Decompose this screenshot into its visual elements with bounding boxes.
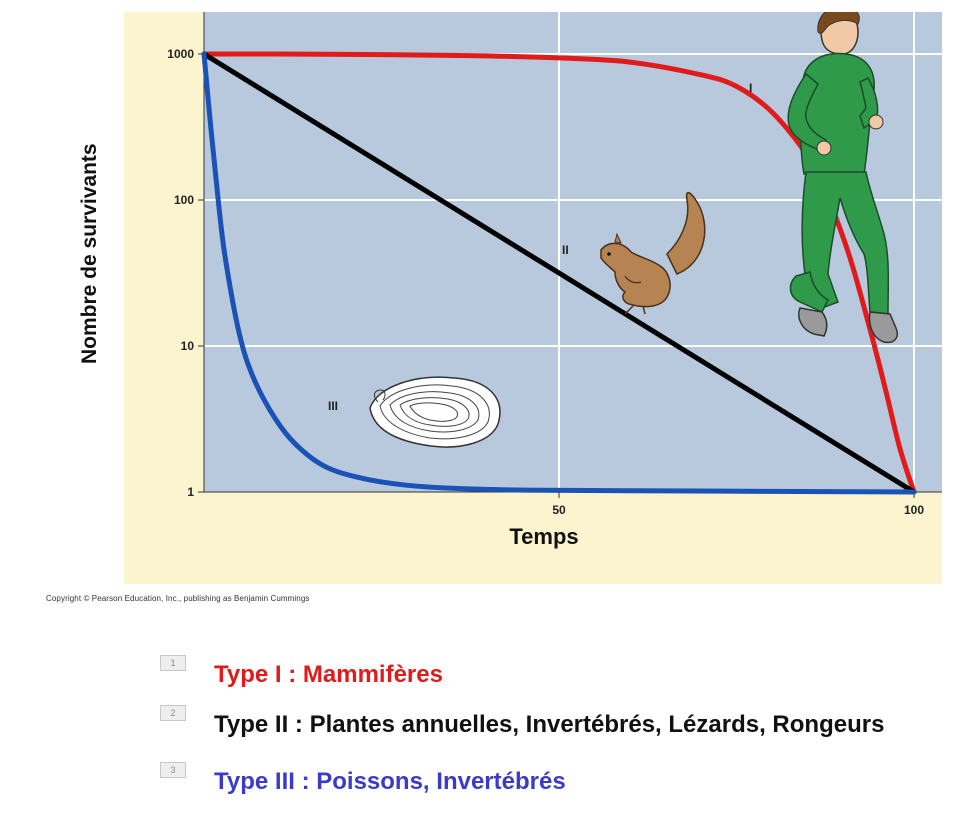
oyster-icon <box>369 376 501 448</box>
squirrel-icon <box>600 191 706 315</box>
series-lines <box>201 51 917 495</box>
chart-panel: 1000 100 10 1 50 100 I II III <box>78 12 942 584</box>
x-tick-label: 50 <box>552 503 566 517</box>
legend-item-type-3: 3 Type III : Poissons, Invertébrés <box>160 762 960 795</box>
series-label-I: I <box>749 81 752 95</box>
x-axis-title: Temps <box>509 524 579 549</box>
y-axis-title: Nombre de survivants <box>78 143 101 364</box>
legend-number-3: 3 <box>160 762 186 778</box>
series-label-III: III <box>328 399 338 413</box>
series-line-type-I <box>201 51 917 495</box>
x-tick-label: 100 <box>904 503 924 517</box>
legend-item-type-2: 2 Type II : Plantes annuelles, Invertébr… <box>160 705 960 738</box>
legend-text-1: Type I : Mammifères <box>214 661 443 688</box>
series-line-type-II <box>201 51 917 495</box>
copyright-notice: Copyright © Pearson Education, Inc., pub… <box>46 594 310 603</box>
survivorship-chart: 1000 100 10 1 50 100 I II III <box>167 12 942 517</box>
y-tick-label: 100 <box>174 193 194 207</box>
legend-text-3: Type III : Poissons, Invertébrés <box>214 768 566 795</box>
legend-text-2: Type II : Plantes annuelles, Invertébrés… <box>214 711 885 738</box>
legend-number-1: 1 <box>160 655 186 671</box>
x-tick-labels: 50 100 <box>552 492 924 517</box>
legend-number-2: 2 <box>160 705 186 721</box>
y-tick-label: 10 <box>181 339 195 353</box>
y-tick-label: 1 <box>187 485 194 499</box>
y-tick-label: 1000 <box>167 47 194 61</box>
y-tick-labels: 1000 100 10 1 <box>167 47 204 499</box>
series-label-II: II <box>562 243 569 257</box>
legend-item-type-1: 1 Type I : Mammifères <box>160 655 960 688</box>
series-line-type-III <box>201 51 917 495</box>
runner-icon <box>787 12 898 344</box>
